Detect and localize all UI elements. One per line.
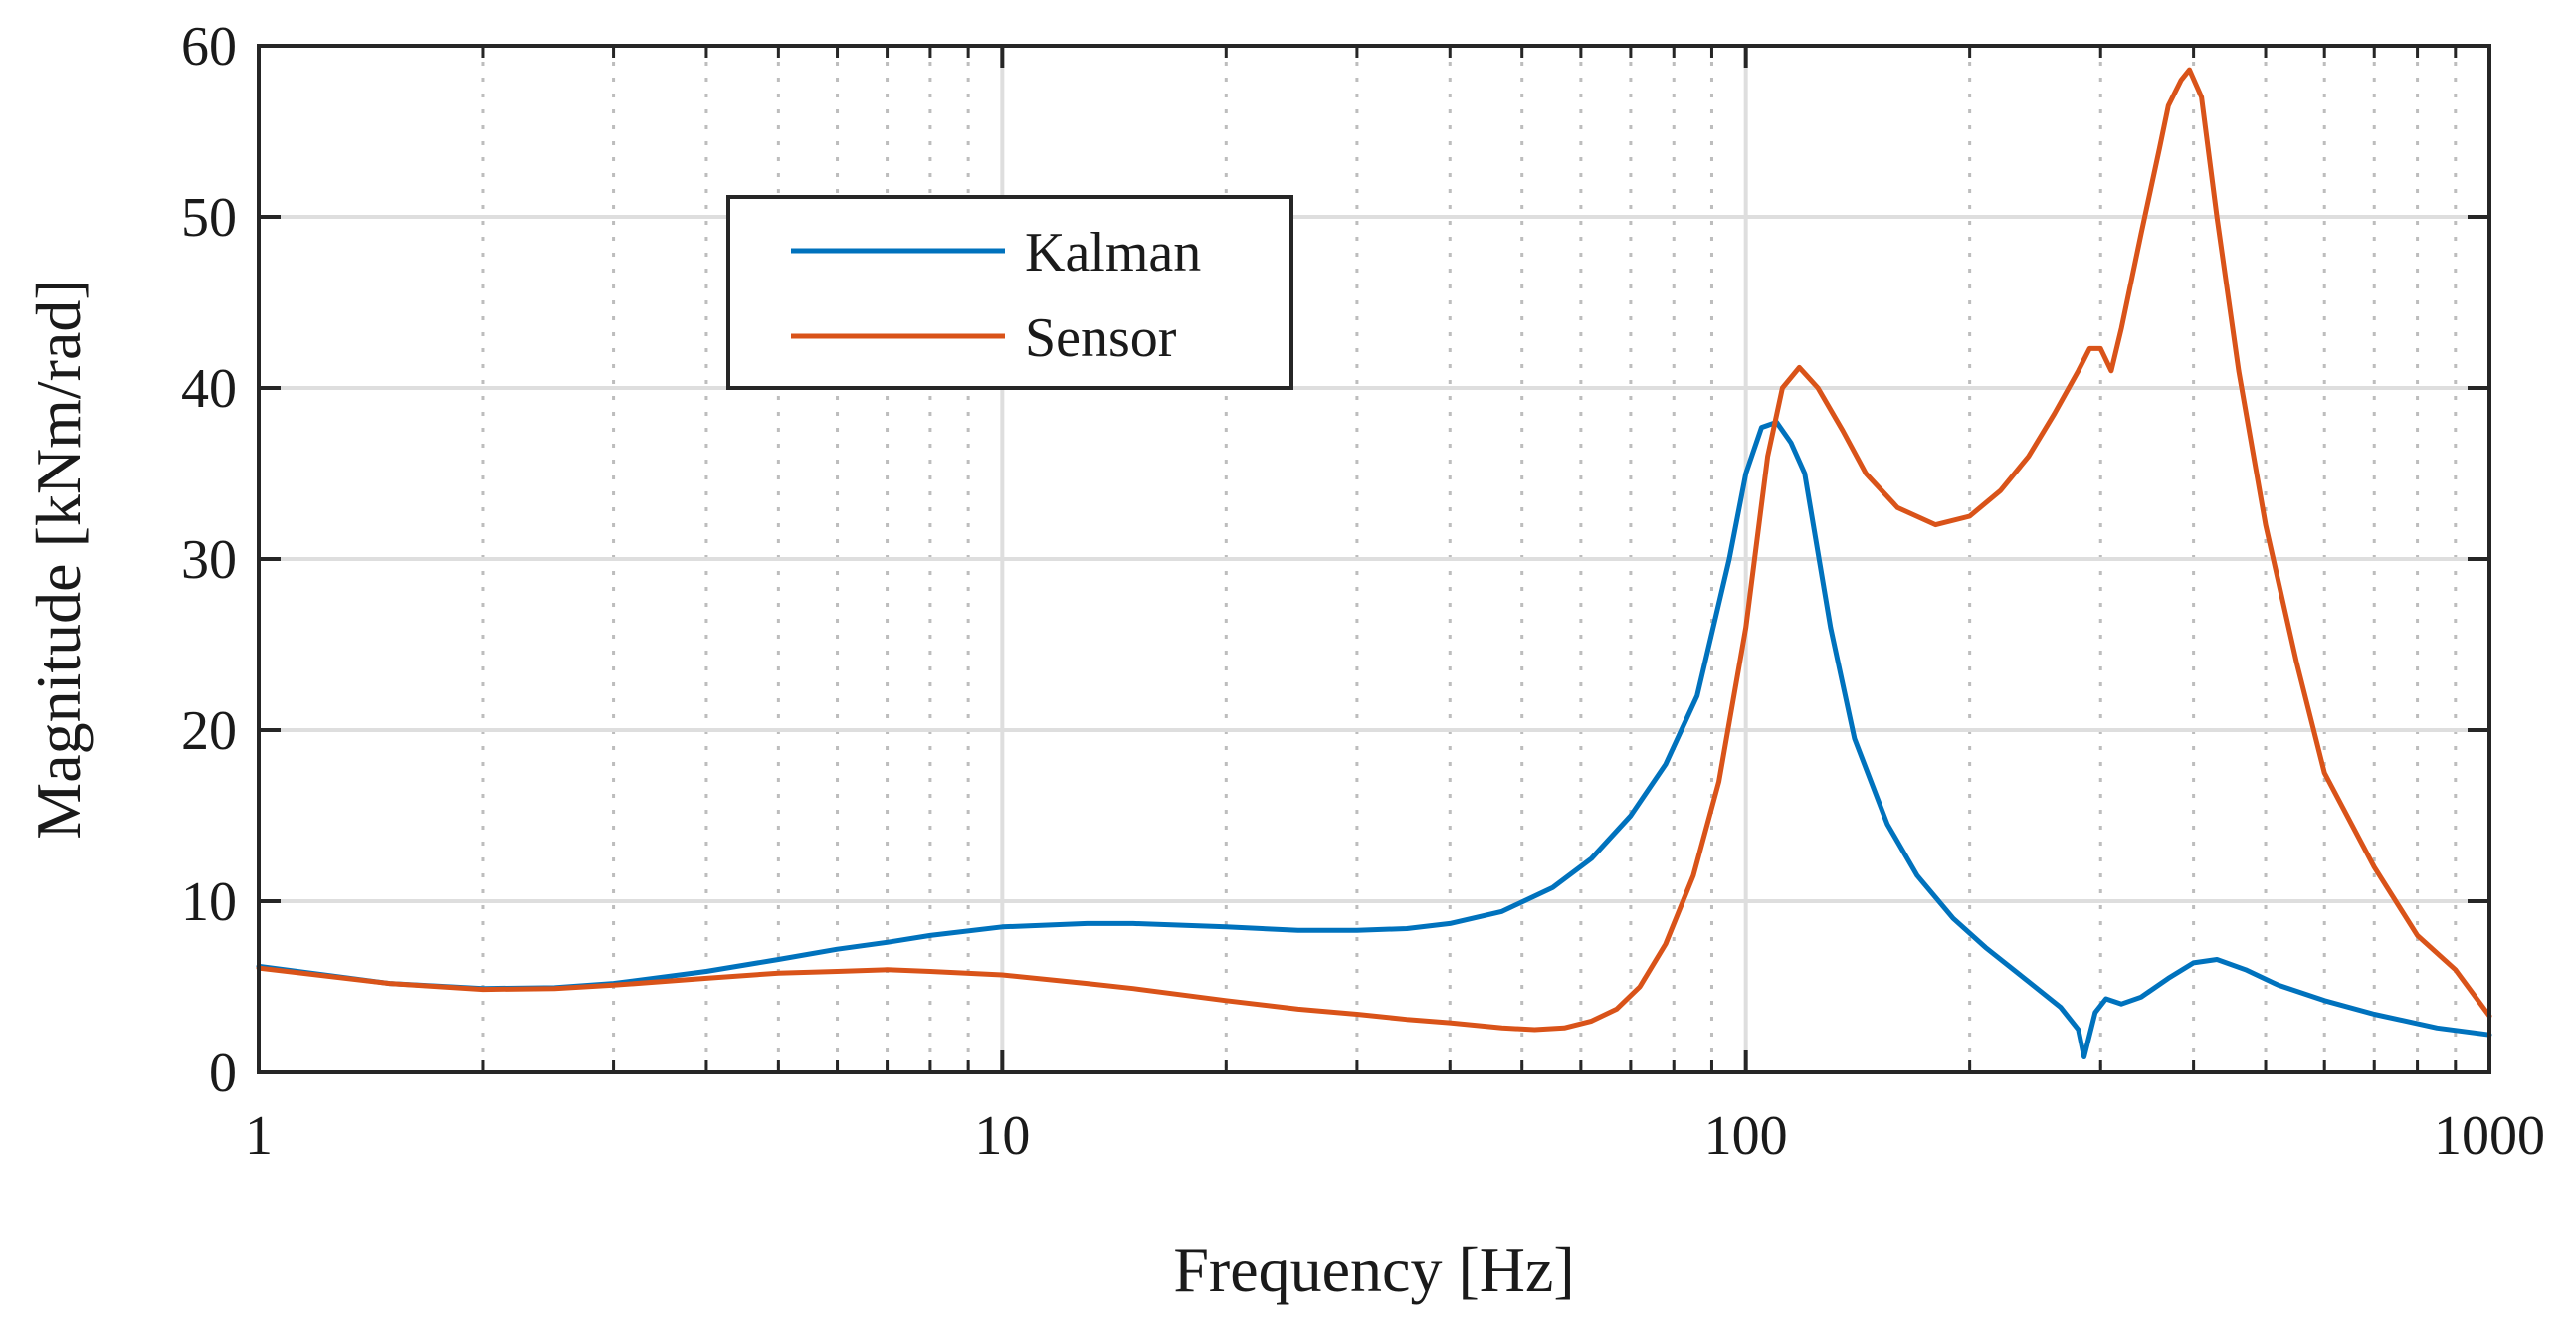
legend-box [726,195,1293,390]
grid-lines [257,44,2491,1074]
legend-label-kalman: Kalman [1025,222,1201,284]
x-tick-label: 1 [245,1105,273,1167]
y-tick-label: 60 [181,16,237,78]
y-tick-label: 0 [209,1043,237,1104]
y-tick-label: 50 [181,187,237,249]
x-tick-label: 1000 [2434,1105,2545,1167]
y-axis-title: Magnitude [kNm/rad] [23,279,94,839]
series-line-kalman [256,419,2492,1059]
x-axis-title: Frequency [Hz] [1173,1234,1574,1305]
x-tick-label: 10 [974,1105,1030,1167]
series-line-sensor [256,67,2492,1033]
y-tick-label: 30 [181,529,237,591]
y-tick-label: 20 [181,700,237,762]
x-tick-label: 100 [1704,1105,1788,1167]
legend-label-sensor: Sensor [1025,307,1177,369]
y-tick-label: 40 [181,358,237,420]
series-lines [256,67,2492,1059]
y-axis-ticks: 0 10 20 30 40 50 60 [181,16,2489,1104]
y-tick-label: 10 [181,871,237,933]
legend: Kalman Sensor [726,195,1293,390]
x-axis-ticks: 1 10 100 1000 [245,46,2545,1167]
